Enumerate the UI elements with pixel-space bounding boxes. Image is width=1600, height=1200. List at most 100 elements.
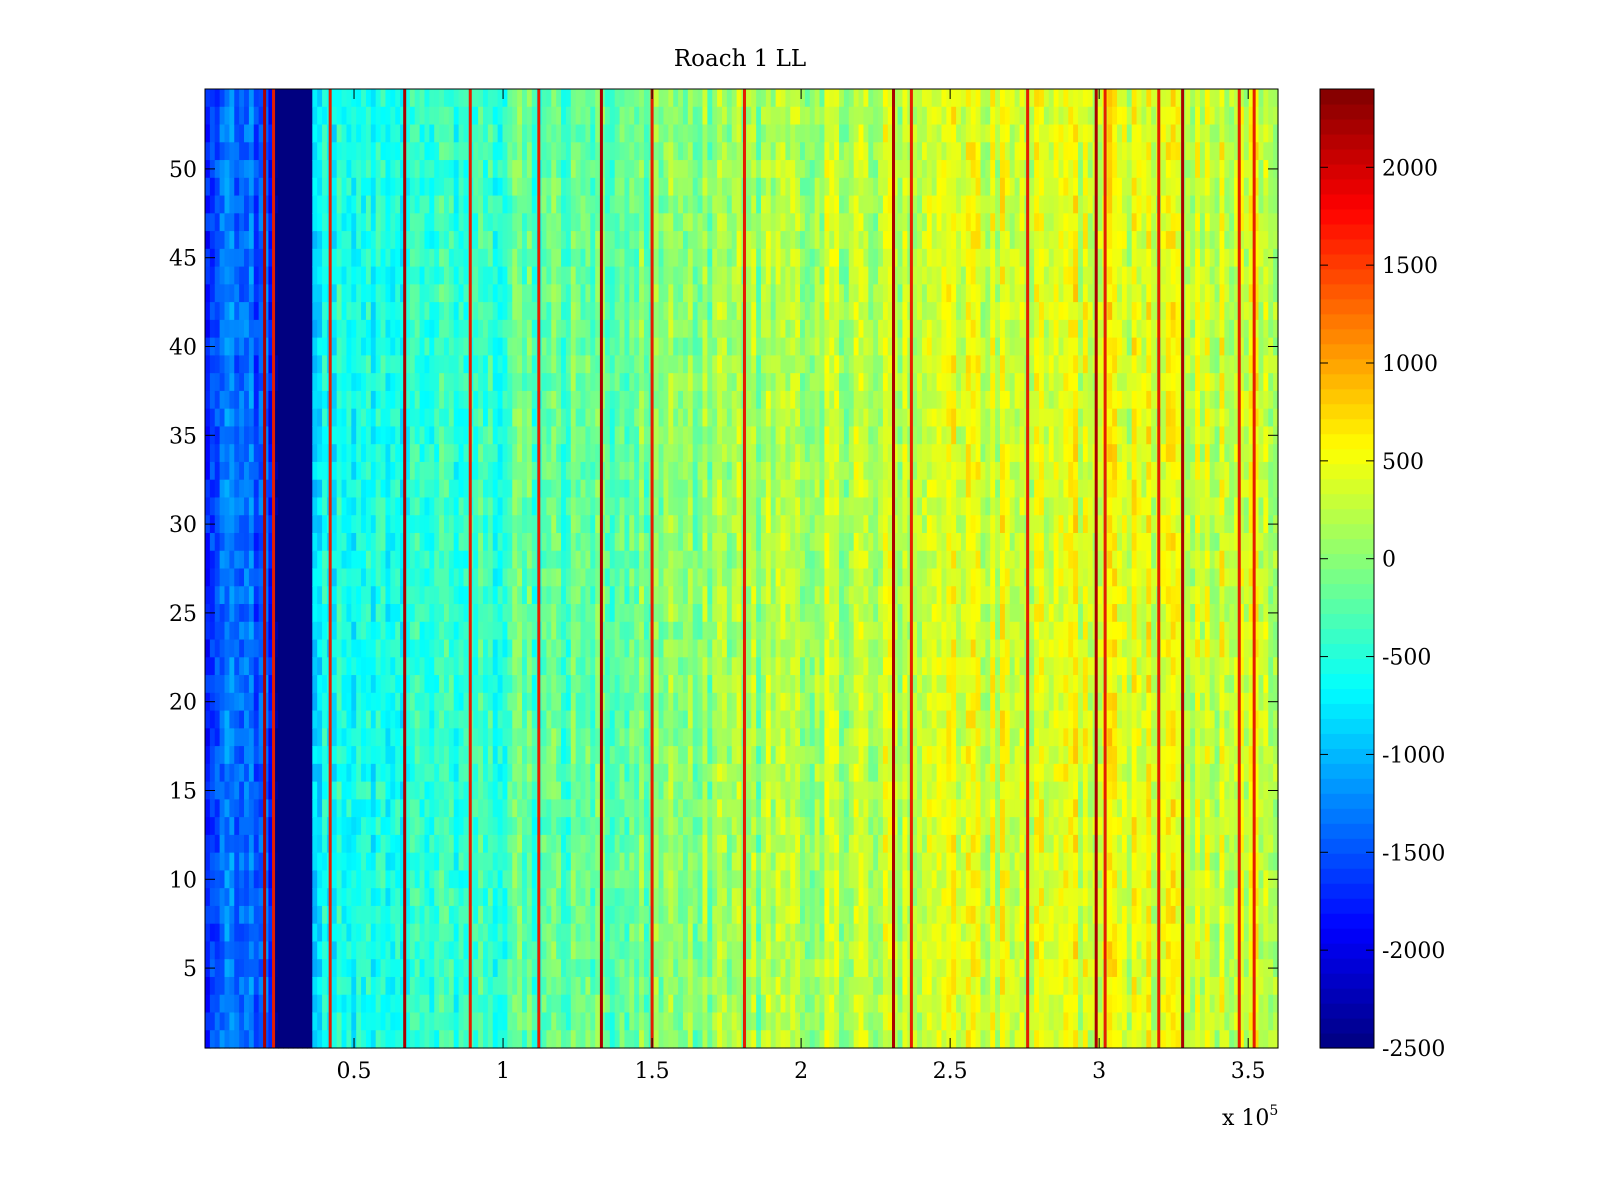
heatmap-cell: [429, 817, 435, 836]
heatmap-cell: [307, 763, 313, 783]
heatmap-cell: [453, 89, 460, 108]
heatmap-cell: [429, 888, 435, 907]
heatmap-cell: [302, 177, 309, 197]
heatmap-cell: [307, 89, 313, 108]
heatmap-cell: [541, 213, 548, 232]
heatmap-cell: [351, 852, 357, 872]
heatmap-cell: [205, 888, 211, 907]
heatmap-cell: [507, 142, 513, 161]
heatmap-cell: [483, 213, 489, 232]
heatmap-cell: [341, 89, 348, 108]
heatmap-cell: [244, 515, 250, 534]
heatmap-cell: [585, 213, 591, 232]
heatmap-cell: [448, 248, 455, 268]
heatmap-cell: [629, 763, 635, 783]
heatmap-cell: [214, 213, 221, 232]
heatmap-cell: [356, 124, 362, 143]
heatmap-cell: [361, 692, 367, 712]
heatmap-cell: [283, 390, 289, 410]
heatmap-cell: [463, 1012, 469, 1031]
heatmap-cell: [551, 763, 557, 783]
heatmap-cell: [531, 479, 538, 499]
heatmap-cell: [502, 675, 508, 694]
heatmap-cell: [424, 426, 430, 445]
heatmap-cell: [522, 408, 528, 428]
heatmap-cell: [512, 550, 518, 570]
heatmap-cell: [643, 568, 650, 587]
heatmap-cell: [497, 177, 504, 197]
heatmap-cell: [258, 692, 265, 712]
heatmap-cell: [639, 621, 645, 641]
heatmap-cell: [234, 160, 240, 179]
heatmap-cell: [522, 941, 528, 960]
heatmap-cell: [639, 337, 645, 356]
heatmap-cell: [346, 89, 352, 108]
heatmap-cell: [400, 604, 406, 623]
heatmap-cell: [434, 586, 440, 605]
heatmap-cell: [424, 817, 430, 836]
heatmap-cell: [517, 177, 523, 197]
heatmap-cell: [248, 195, 255, 214]
heatmap-cell: [619, 532, 626, 552]
heatmap-cell: [429, 834, 435, 854]
heatmap-cell: [487, 390, 494, 410]
heatmap-cell: [443, 373, 450, 392]
heatmap-cell: [448, 426, 455, 445]
heatmap-cell: [244, 621, 250, 641]
heatmap-cell: [575, 799, 582, 818]
heatmap-cell: [292, 675, 299, 694]
heatmap-cell: [502, 959, 508, 978]
heatmap-cell: [614, 675, 621, 694]
heatmap-cell: [273, 728, 279, 747]
heatmap-cell: [248, 124, 255, 143]
heatmap-cell: [517, 426, 523, 445]
heatmap-cell: [497, 142, 504, 161]
heatmap-cell: [614, 817, 621, 836]
heatmap-cell: [546, 728, 552, 747]
heatmap-cell: [439, 248, 445, 268]
heatmap-cell: [443, 302, 450, 321]
heatmap-cell: [434, 497, 440, 516]
heatmap-cell: [341, 266, 348, 285]
heatmap-cell: [565, 106, 572, 126]
heatmap-cell: [253, 870, 260, 889]
heatmap-cell: [419, 604, 426, 623]
heatmap-cell: [643, 799, 650, 818]
heatmap-cell: [307, 799, 313, 818]
heatmap-cell: [590, 675, 596, 694]
heatmap-cell: [595, 355, 601, 374]
heatmap-cell: [361, 586, 367, 605]
heatmap-cell: [307, 319, 313, 339]
heatmap-cell: [263, 604, 270, 623]
heatmap-cell: [380, 355, 387, 374]
heatmap-cell: [365, 497, 372, 516]
heatmap-cell: [502, 639, 508, 658]
heatmap-cell: [370, 675, 377, 694]
heatmap-cell: [219, 976, 226, 996]
heatmap-cell: [595, 604, 601, 623]
heatmap-cell: [404, 89, 411, 108]
heatmap-cell: [205, 319, 211, 339]
heatmap-cell: [424, 905, 430, 925]
heatmap-cell: [370, 994, 377, 1014]
heatmap-cell: [653, 142, 660, 161]
heatmap-cell: [205, 231, 211, 250]
heatmap-cell: [380, 248, 387, 268]
heatmap-cell: [473, 373, 479, 392]
heatmap-cell: [312, 639, 318, 658]
heatmap-cell: [483, 266, 489, 285]
heatmap-cell: [283, 337, 289, 356]
heatmap-cell: [463, 675, 469, 694]
heatmap-cell: [448, 177, 455, 197]
heatmap-cell: [336, 177, 343, 197]
heatmap-cell: [517, 639, 523, 658]
heatmap-cell: [239, 799, 245, 818]
heatmap-cell: [624, 941, 630, 960]
heatmap-cell: [434, 817, 440, 836]
heatmap-cell: [458, 89, 465, 108]
heatmap-cell: [492, 710, 499, 729]
heatmap-cell: [253, 675, 260, 694]
heatmap-cell: [409, 479, 416, 499]
heatmap-cell: [361, 142, 367, 161]
heatmap-cell: [390, 461, 396, 481]
